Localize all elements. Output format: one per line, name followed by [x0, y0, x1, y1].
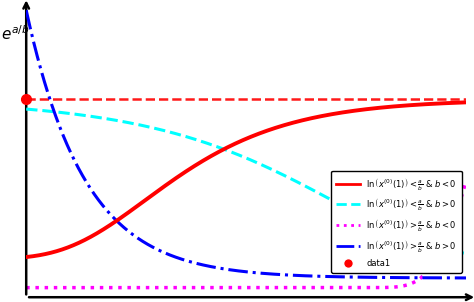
Legend: $\ln\left(x^{(0)}(1)\right) < \frac{a}{b}$ & $b < 0$, $\ln\left(x^{(0)}(1)\right: $\ln\left(x^{(0)}(1)\right) < \frac{a}{b…: [331, 171, 462, 272]
Text: $e^{a/b}$: $e^{a/b}$: [1, 24, 29, 43]
